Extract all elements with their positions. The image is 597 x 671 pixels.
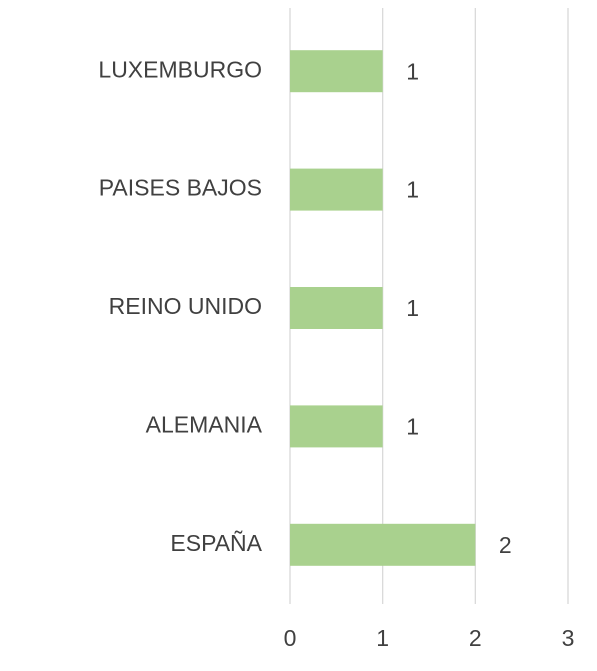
bar [290,523,476,566]
data-label: 1 [406,413,419,439]
y-tick-label: ESPAÑA [170,530,262,556]
x-tick-label: 2 [469,625,482,651]
bar [290,50,383,93]
x-tick-label: 0 [284,625,297,651]
bar [290,405,383,448]
x-tick-label: 3 [562,625,575,651]
bar [290,168,383,211]
data-label: 1 [406,177,419,203]
y-tick-label: ALEMANIA [146,411,263,437]
y-tick-label: PAISES BAJOS [99,175,262,201]
y-tick-label: REINO UNIDO [109,293,262,319]
y-tick-label: LUXEMBURGO [98,56,262,82]
x-tick-label: 1 [376,625,389,651]
data-label: 2 [499,532,512,558]
data-label: 1 [406,295,419,321]
data-label: 1 [406,58,419,84]
bar [290,287,383,329]
